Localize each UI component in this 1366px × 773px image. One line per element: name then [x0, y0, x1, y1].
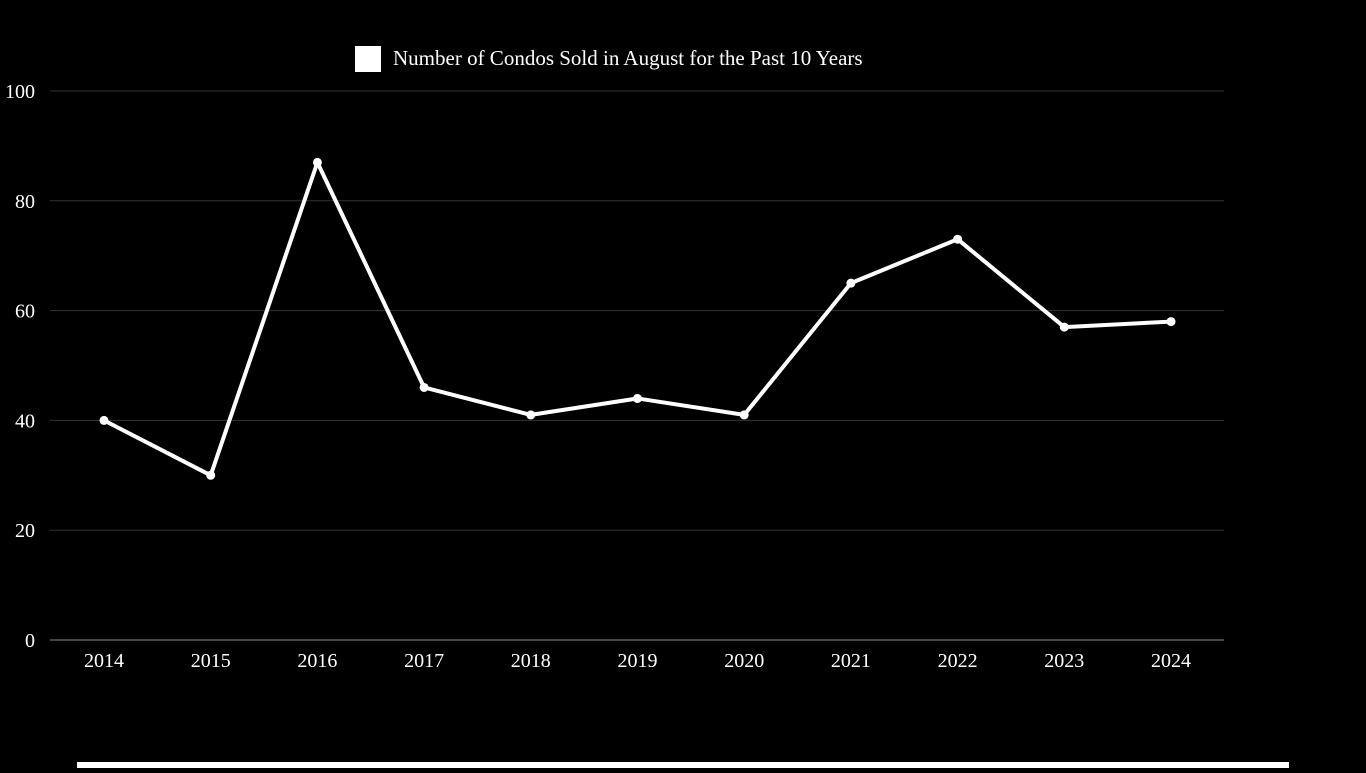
x-tick-label: 2019 [618, 650, 658, 672]
y-tick-label: 100 [5, 81, 35, 103]
x-tick-label: 2014 [84, 650, 124, 672]
legend-swatch [355, 46, 381, 72]
data-point [99, 415, 109, 425]
data-point [526, 410, 536, 420]
series-layer [99, 157, 1176, 480]
y-axis: 0 20 40 60 80 100 [5, 81, 35, 652]
x-tick-label: 2015 [191, 650, 231, 672]
y-tick-label: 40 [15, 410, 35, 432]
legend: Number of Condos Sold in August for the … [355, 46, 863, 72]
y-tick-label: 20 [15, 520, 35, 542]
data-point [419, 382, 429, 392]
data-point [312, 157, 322, 167]
data-point [953, 234, 963, 244]
data-point [739, 410, 749, 420]
x-axis: 2014 2015 2016 2017 2018 2019 2020 2021 2022 2023… [50, 639, 1224, 672]
x-tick-label: 2021 [831, 650, 871, 672]
data-point [1166, 317, 1176, 327]
x-tick-label: 2020 [724, 650, 764, 672]
y-tick-label: 0 [25, 630, 35, 652]
y-tick-label: 80 [15, 191, 35, 213]
data-point [206, 470, 216, 480]
gridlines [50, 90, 1224, 531]
bottom-panel-edge [77, 762, 1289, 768]
x-tick-label: 2024 [1151, 650, 1191, 672]
x-tick-label: 2022 [938, 650, 978, 672]
x-tick-label: 2023 [1044, 650, 1084, 672]
series-line [102, 160, 1173, 478]
data-point [633, 393, 642, 403]
data-point [1059, 322, 1069, 332]
legend-label: Number of Condos Sold in August for the … [393, 46, 863, 70]
x-tick-label: 2017 [404, 650, 444, 672]
x-tick-label: 2016 [297, 650, 337, 672]
data-point [846, 278, 856, 288]
y-tick-label: 60 [15, 301, 35, 323]
x-tick-label: 2018 [511, 650, 551, 672]
